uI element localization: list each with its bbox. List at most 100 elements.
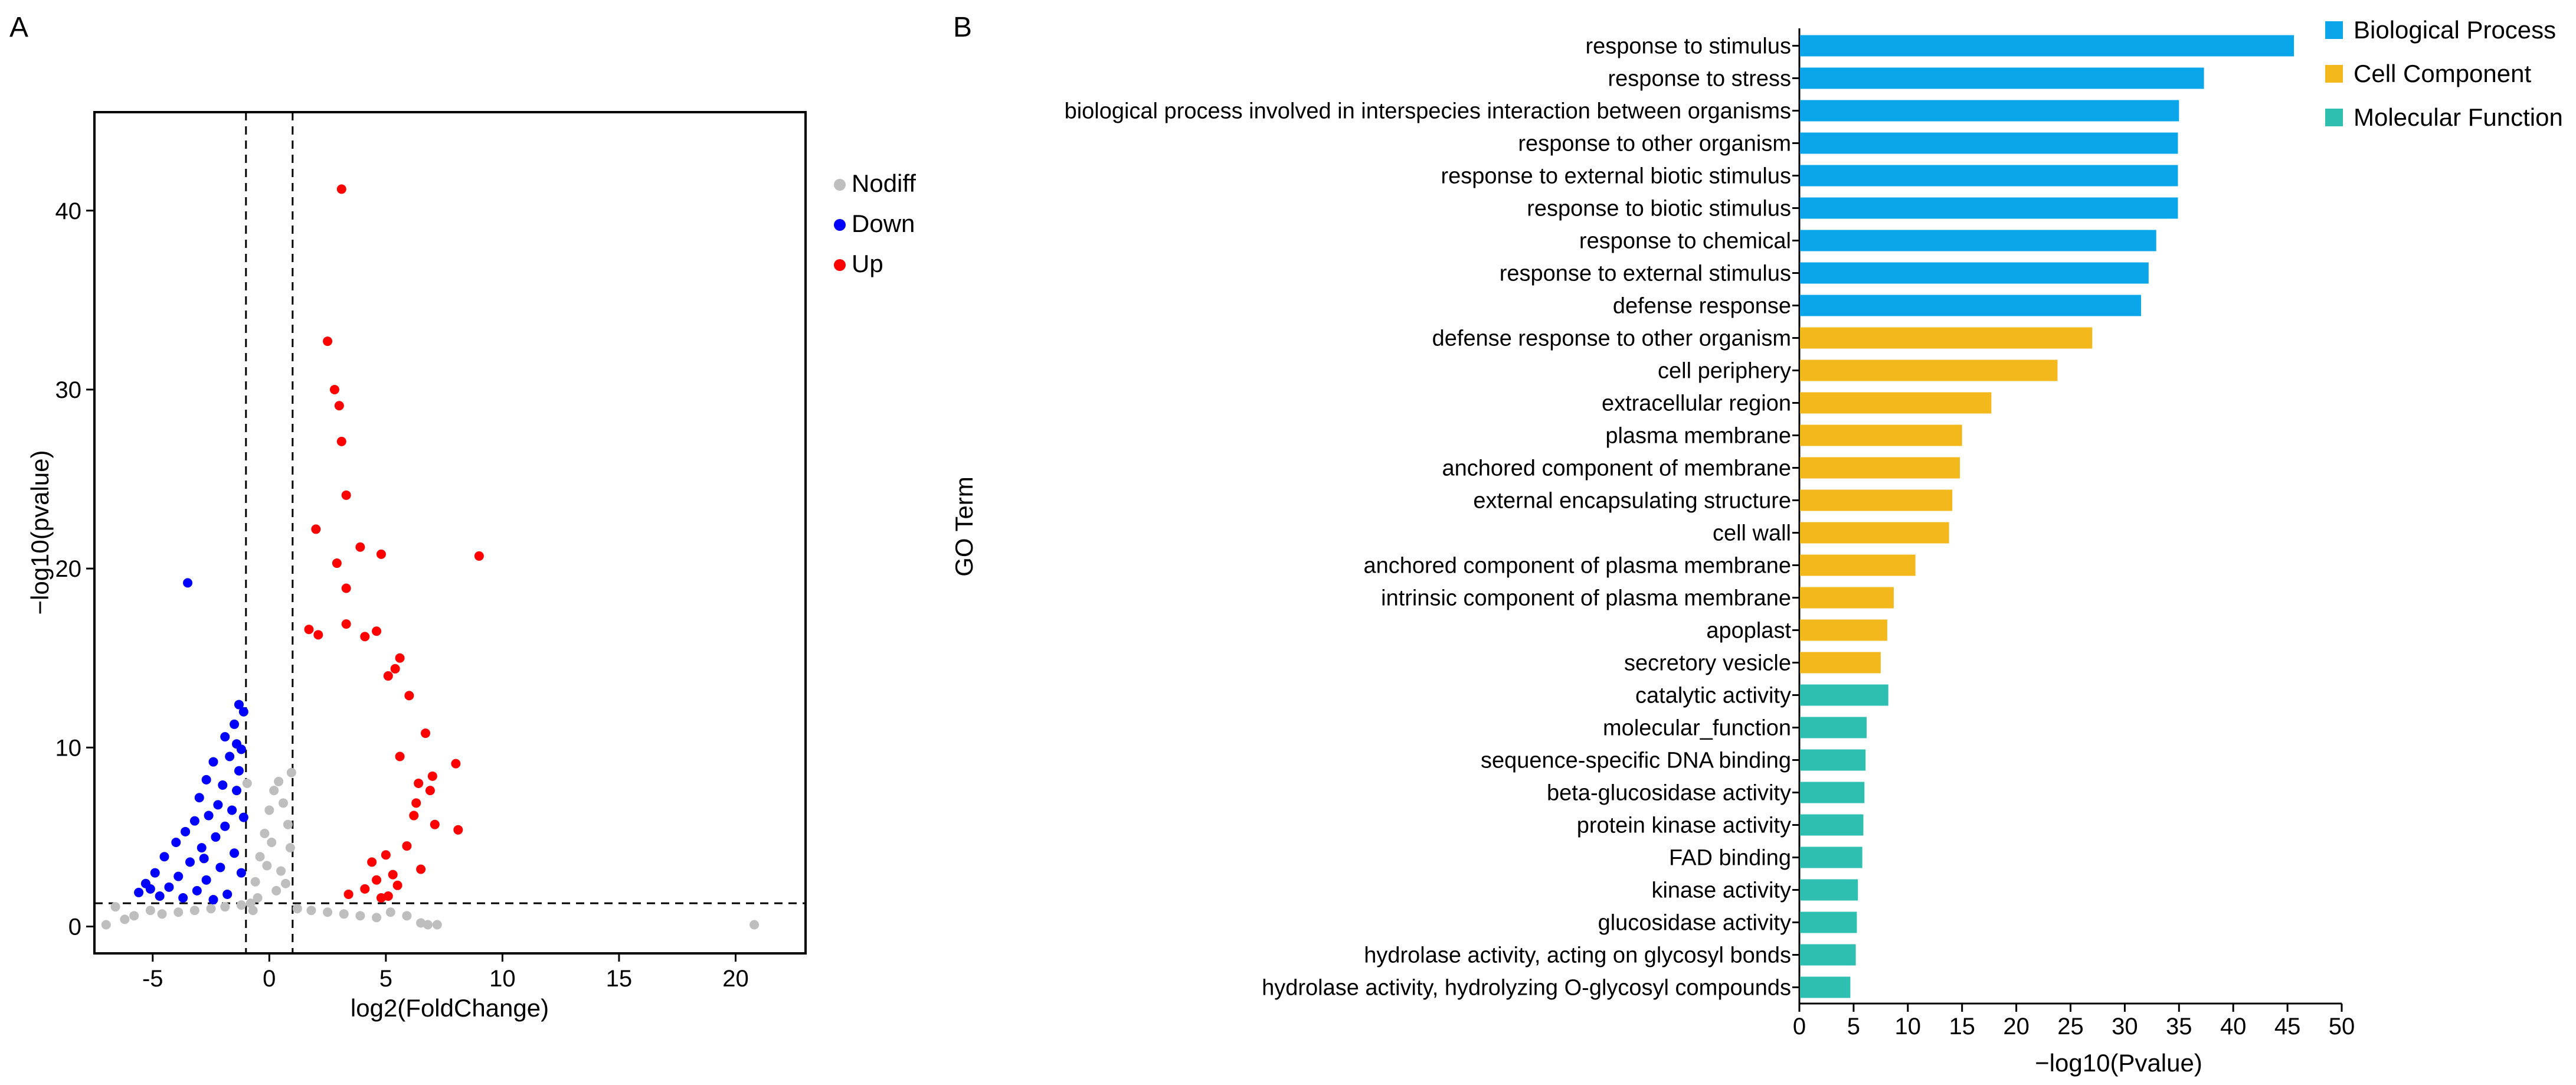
go-bar	[1800, 67, 2204, 89]
volcano-point-down	[155, 891, 165, 901]
go-term-label: biological process involved in interspec…	[1065, 99, 1791, 124]
volcano-point-down	[159, 852, 169, 862]
volcano-point-down	[145, 884, 155, 894]
x-tick-label: 15	[606, 966, 633, 992]
go-term-label: defense response	[1613, 294, 1791, 319]
go-bar	[1800, 424, 1962, 446]
volcano-point-up	[411, 798, 421, 808]
go-legend-label: Molecular Function	[2354, 103, 2563, 131]
go-term-label: secretory vesicle	[1624, 651, 1791, 676]
go-legend-swatch	[2325, 109, 2343, 126]
volcano-point-nodiff	[129, 911, 139, 921]
volcano-point-up	[383, 671, 393, 681]
volcano-point-up	[421, 728, 431, 738]
panel-label-b: B	[953, 12, 972, 43]
volcano-point-up	[341, 619, 351, 629]
volcano-point-down	[150, 868, 160, 878]
volcano-plot-frame	[93, 111, 807, 955]
go-term-label: plasma membrane	[1605, 424, 1791, 449]
go-x-axis-title: −log10(Pvalue)	[2035, 1049, 2202, 1077]
volcano-point-nodiff	[145, 906, 155, 916]
volcano-point-down	[230, 719, 240, 729]
go-bar	[1800, 814, 1864, 836]
volcano-point-down	[194, 793, 204, 803]
volcano-point-nodiff	[189, 906, 199, 916]
go-bars	[1800, 35, 2294, 998]
volcano-point-up	[414, 778, 424, 788]
volcano-point-down	[171, 838, 181, 848]
volcano-point-down	[236, 868, 246, 878]
volcano-point-up	[341, 490, 351, 500]
volcano-point-nodiff	[274, 776, 284, 786]
volcano-point-down	[225, 751, 235, 762]
go-x-tick-label: 0	[1793, 1014, 1806, 1040]
go-term-label: molecular_function	[1603, 716, 1791, 741]
volcano-point-nodiff	[749, 920, 760, 930]
volcano-point-down	[183, 578, 193, 588]
go-term-label: sequence-specific DNA binding	[1481, 749, 1791, 773]
volcano-point-up	[390, 664, 400, 674]
volcano-point-nodiff	[292, 904, 302, 914]
volcano-point-up	[372, 875, 382, 885]
volcano-point-down	[174, 871, 184, 881]
volcano-point-down	[197, 843, 207, 853]
go-term-label: response to stress	[1608, 67, 1791, 91]
go-term-labels: response to stimulus response to stress bi…	[1065, 34, 1792, 1001]
volcano-axis-ticks: -5 0 5 10 15 20 0 10 20 30 40	[55, 198, 749, 992]
go-term-label: response to stimulus	[1586, 34, 1792, 59]
volcano-point-up	[395, 653, 405, 663]
go-x-tick-label: 10	[1895, 1014, 1922, 1040]
volcano-point-nodiff	[101, 920, 111, 930]
volcano-point-up	[409, 811, 419, 821]
legend-marker-down	[834, 219, 846, 231]
go-x-tick-label: 15	[1949, 1014, 1975, 1040]
volcano-point-nodiff	[339, 909, 349, 919]
go-bar	[1800, 976, 1851, 998]
go-x-tick-label: 20	[2003, 1014, 2030, 1040]
volcano-point-nodiff	[269, 786, 279, 796]
volcano-point-nodiff	[250, 877, 260, 887]
go-term-label: defense response to other organism	[1432, 326, 1791, 351]
volcano-point-up	[304, 625, 314, 635]
volcano-point-down	[234, 700, 244, 710]
volcano-point-nodiff	[110, 902, 120, 912]
go-enrichment-panel: B GO Term 0 5 10 15 20 25 30 35 40 45 50 response …	[950, 12, 2563, 1077]
go-term-label: response to external stimulus	[1500, 262, 1791, 286]
volcano-point-down	[178, 893, 188, 903]
go-x-tick-label: 35	[2166, 1014, 2192, 1040]
go-bar	[1800, 392, 1992, 414]
go-term-label: extracellular region	[1602, 391, 1791, 416]
volcano-point-down	[220, 732, 230, 742]
volcano-point-down	[199, 854, 209, 864]
volcano-point-up	[311, 524, 321, 534]
volcano-point-nodiff	[306, 906, 316, 916]
go-bar	[1800, 457, 1960, 479]
volcano-point-down	[232, 739, 241, 749]
go-term-label: hydrolase activity, acting on glycosyl b…	[1364, 943, 1791, 968]
volcano-point-down	[220, 821, 230, 831]
volcano-point-nodiff	[206, 904, 216, 914]
legend-label-nodiff: Nodiff	[852, 169, 916, 197]
go-bar	[1800, 684, 1888, 706]
volcano-point-nodiff	[236, 900, 246, 910]
volcano-point-down	[164, 882, 174, 892]
go-legend-label: Biological Process	[2354, 16, 2556, 44]
volcano-point-down	[192, 885, 202, 896]
volcano-point-nodiff	[260, 828, 270, 838]
volcano-point-nodiff	[262, 861, 272, 871]
y-tick-label: 40	[55, 198, 82, 224]
go-term-label: anchored component of plasma membrane	[1363, 554, 1791, 579]
legend-label-down: Down	[852, 210, 915, 237]
volcano-point-nodiff	[255, 852, 265, 862]
go-term-label: external encapsulating structure	[1473, 489, 1791, 514]
volcano-point-down	[208, 895, 218, 905]
volcano-y-axis-title: −log10(pvalue)	[26, 450, 54, 615]
volcano-point-nodiff	[253, 893, 263, 903]
go-term-label: response to biotic stimulus	[1527, 197, 1791, 221]
volcano-point-nodiff	[120, 914, 130, 924]
volcano-point-down	[208, 757, 218, 767]
volcano-point-up	[451, 759, 461, 769]
volcano-point-nodiff	[174, 907, 184, 917]
volcano-point-up	[395, 751, 405, 762]
panel-label-a: A	[9, 12, 28, 43]
